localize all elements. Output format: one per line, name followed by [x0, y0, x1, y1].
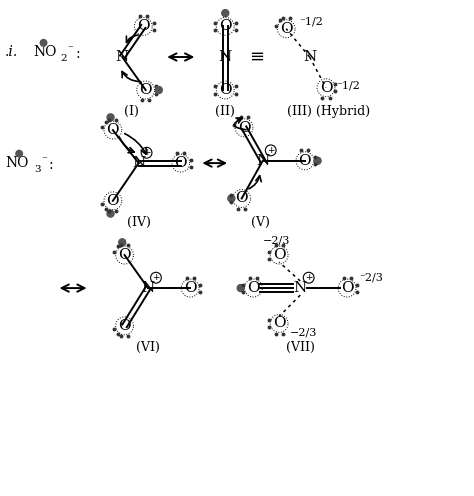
- Text: :: :: [49, 158, 53, 172]
- Text: 2: 2: [60, 54, 66, 63]
- Text: (II): (II): [215, 105, 235, 118]
- Text: .i.: .i.: [5, 45, 18, 60]
- Text: N: N: [303, 50, 316, 64]
- Text: ⁻: ⁻: [67, 44, 73, 54]
- Text: O: O: [341, 281, 354, 295]
- Text: O: O: [118, 319, 131, 333]
- Text: N: N: [132, 156, 145, 170]
- Text: +: +: [143, 148, 150, 157]
- Text: N: N: [141, 281, 155, 295]
- Circle shape: [118, 239, 126, 246]
- Text: N: N: [293, 281, 307, 295]
- Text: O: O: [273, 316, 285, 330]
- Circle shape: [237, 285, 244, 292]
- Text: O: O: [139, 83, 152, 97]
- Text: (III) (Hybrid): (III) (Hybrid): [287, 105, 370, 118]
- Text: O: O: [184, 281, 196, 295]
- Circle shape: [314, 157, 321, 164]
- Text: O: O: [319, 81, 332, 95]
- Text: ⁻2/3: ⁻2/3: [359, 273, 383, 283]
- Text: (VI): (VI): [136, 341, 160, 354]
- Text: N: N: [116, 50, 129, 64]
- Text: −2/3: −2/3: [290, 328, 317, 338]
- Text: O: O: [219, 19, 232, 33]
- Text: ⁻1/2: ⁻1/2: [337, 80, 360, 90]
- Text: O: O: [273, 248, 285, 262]
- Circle shape: [107, 114, 114, 121]
- Text: N: N: [256, 154, 269, 168]
- Text: O: O: [236, 191, 248, 205]
- Text: O: O: [107, 194, 119, 208]
- Text: +: +: [152, 273, 160, 282]
- Text: O: O: [174, 156, 187, 170]
- Circle shape: [228, 195, 235, 202]
- Text: +: +: [267, 146, 274, 155]
- Text: −2/3: −2/3: [263, 236, 291, 246]
- Text: (IV): (IV): [127, 216, 151, 229]
- Circle shape: [16, 150, 22, 157]
- Circle shape: [40, 40, 47, 46]
- Text: NO: NO: [33, 45, 56, 60]
- Circle shape: [107, 210, 114, 217]
- Circle shape: [222, 9, 229, 17]
- Text: :: :: [75, 47, 80, 61]
- Text: 3: 3: [34, 165, 41, 174]
- Text: O: O: [137, 19, 150, 33]
- Circle shape: [155, 86, 162, 94]
- Text: O: O: [280, 22, 292, 36]
- Text: (I): (I): [124, 105, 139, 118]
- Text: NO: NO: [5, 156, 28, 170]
- Text: ⁻1/2: ⁻1/2: [299, 17, 323, 27]
- Text: O: O: [247, 281, 260, 295]
- Text: N: N: [219, 50, 232, 64]
- Text: O: O: [299, 154, 311, 168]
- Text: O: O: [107, 123, 119, 137]
- Text: ⁻: ⁻: [42, 155, 47, 165]
- Text: ≡: ≡: [249, 48, 264, 66]
- Text: O: O: [118, 248, 131, 262]
- Text: (VII): (VII): [286, 341, 315, 354]
- Text: O: O: [219, 83, 232, 97]
- Text: O: O: [238, 121, 250, 135]
- Text: +: +: [305, 273, 312, 282]
- Text: (V): (V): [251, 216, 270, 229]
